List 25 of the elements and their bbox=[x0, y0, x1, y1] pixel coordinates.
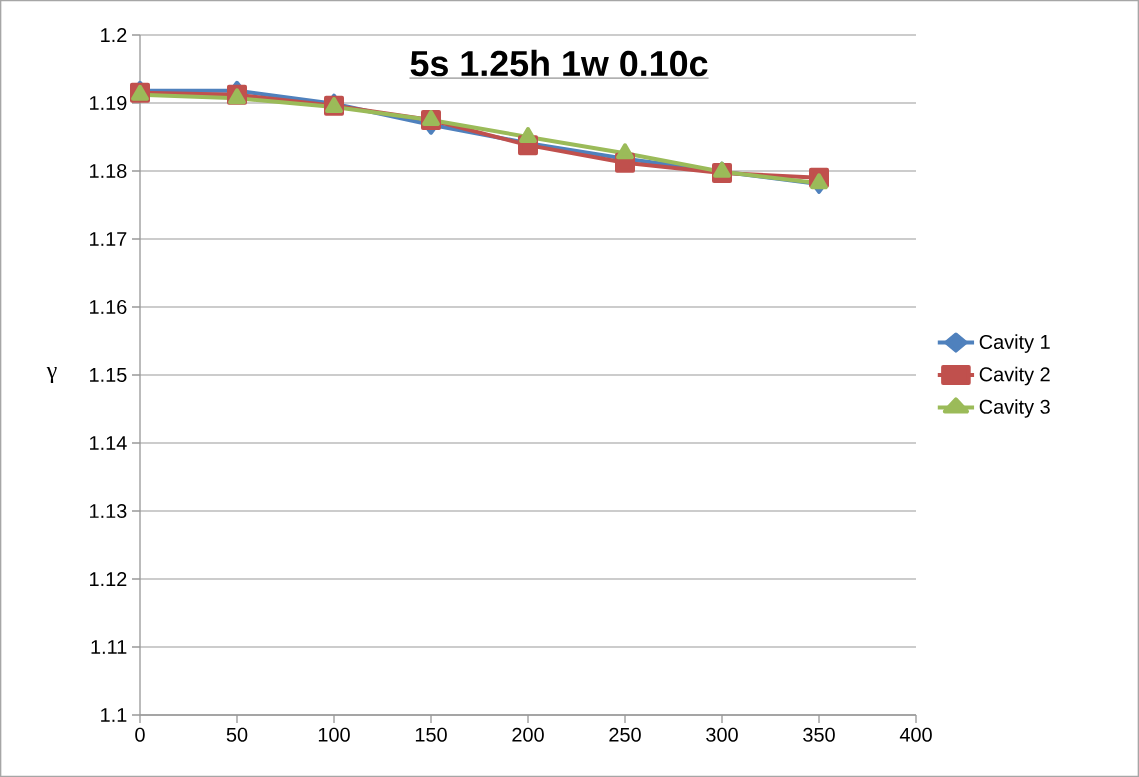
legend-label: Cavity 3 bbox=[979, 399, 1050, 418]
y-tick-label: 1.13 bbox=[90, 503, 127, 519]
y-tick-label: 1.1 bbox=[101, 708, 127, 722]
legend-label: Cavity 1 bbox=[979, 334, 1050, 353]
y-axis-title: γ bbox=[46, 366, 57, 384]
y-tick-label: 1.15 bbox=[90, 368, 127, 382]
x-tick-label: 250 bbox=[609, 727, 641, 742]
x-tick-label: 150 bbox=[415, 727, 447, 742]
x-tick-label: 400 bbox=[899, 727, 932, 742]
x-tick-label: 200 bbox=[512, 727, 544, 742]
y-tick-label: 1.16 bbox=[90, 299, 127, 315]
y-tick-label: 1.12 bbox=[90, 572, 127, 586]
x-tick-label: 300 bbox=[706, 727, 738, 742]
x-tick-label: 50 bbox=[226, 727, 248, 742]
legend-label: Cavity 2 bbox=[979, 366, 1050, 386]
x-tick-label: 100 bbox=[318, 727, 350, 742]
y-tick-label: 1.11 bbox=[91, 640, 127, 654]
y-tick-label: 1.18 bbox=[90, 163, 127, 179]
y-tick-label: 1.17 bbox=[90, 232, 127, 246]
y-tick-label: 1.14 bbox=[90, 436, 127, 450]
x-tick-label: 350 bbox=[803, 727, 835, 742]
chart-title: 5s 1.25h 1w 0.10c bbox=[410, 49, 708, 77]
y-tick-label: 1.19 bbox=[90, 95, 127, 111]
x-tick-label: 0 bbox=[135, 727, 145, 742]
y-tick-label: 1.2 bbox=[101, 28, 127, 42]
